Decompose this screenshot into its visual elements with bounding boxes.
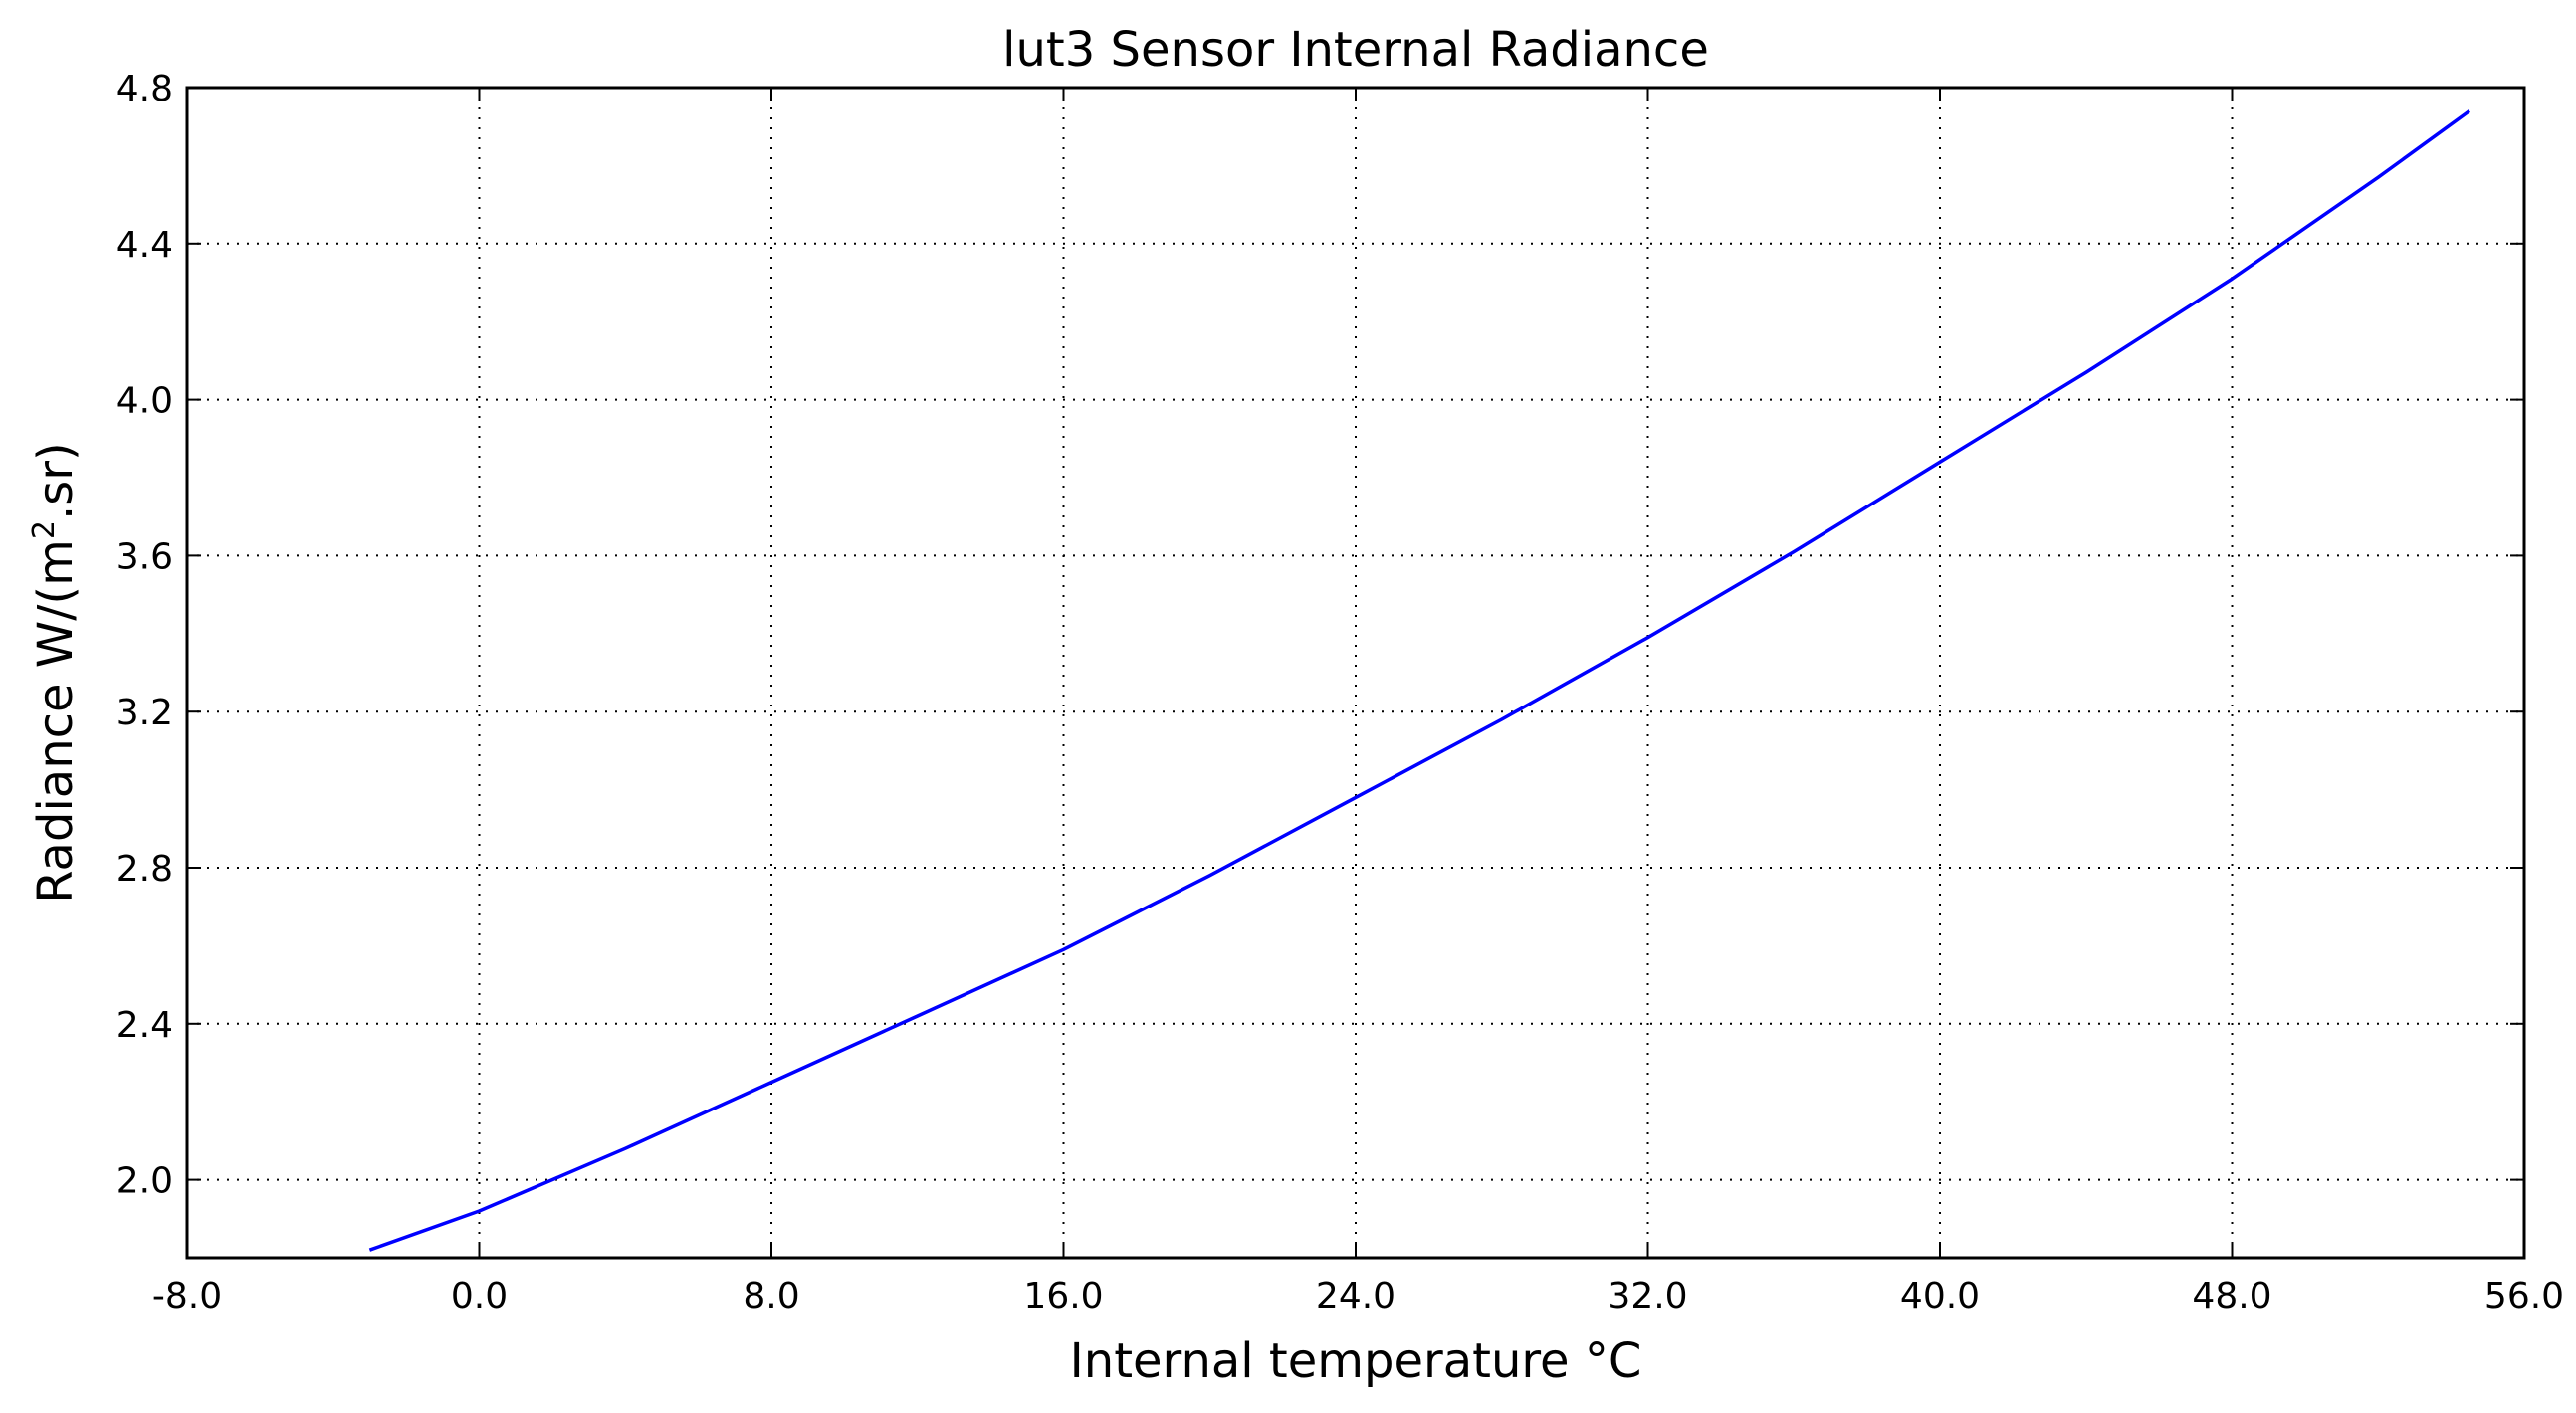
- series-layer: [368, 109, 2471, 1252]
- x-tick-label: 32.0: [1608, 1276, 1687, 1316]
- x-tick-label: 0.0: [451, 1276, 508, 1316]
- x-tick-label: 48.0: [2192, 1276, 2271, 1316]
- y-tick-label: 3.6: [116, 536, 173, 577]
- x-tick-label: 16.0: [1023, 1276, 1103, 1316]
- y-tick-label: 4.4: [116, 225, 173, 266]
- x-tick-label: 40.0: [1900, 1276, 1980, 1316]
- chart-title: lut3 Sensor Internal Radiance: [1002, 22, 1709, 78]
- y-tick-label: 4.0: [116, 381, 173, 422]
- y-axis-label: Radiance W/(m2.sr): [27, 442, 84, 903]
- plot-area: [187, 88, 2524, 1258]
- y-axis-label-end: .sr): [28, 442, 84, 520]
- x-tick-label: 8.0: [743, 1276, 799, 1316]
- tick-marks: [186, 87, 2525, 1258]
- x-tick-label: 24.0: [1316, 1276, 1395, 1316]
- x-tick-labels: -8.0 0.0 8.0 16.0 24.0 32.0 40.0 48.0 56.0: [152, 1276, 2564, 1316]
- y-tick-label: 2.0: [116, 1161, 173, 1202]
- y-tick-label: 3.2: [116, 693, 173, 733]
- x-tick-label: -8.0: [152, 1276, 222, 1316]
- grid-lines: [187, 88, 2524, 1258]
- y-tick-labels: 2.0 2.4 2.8 3.2 3.6 4.0 4.4 4.8: [116, 69, 173, 1202]
- series-line: [368, 109, 2471, 1252]
- y-tick-label: 2.8: [116, 849, 173, 890]
- x-tick-label: 56.0: [2484, 1276, 2564, 1316]
- y-axis-label-main: Radiance W/(m: [28, 539, 84, 904]
- y-tick-label: 2.4: [116, 1005, 173, 1046]
- y-tick-label: 4.8: [116, 69, 173, 109]
- x-axis-label: Internal temperature °C: [1070, 1333, 1642, 1389]
- y-axis-label-superscript: 2: [27, 520, 62, 539]
